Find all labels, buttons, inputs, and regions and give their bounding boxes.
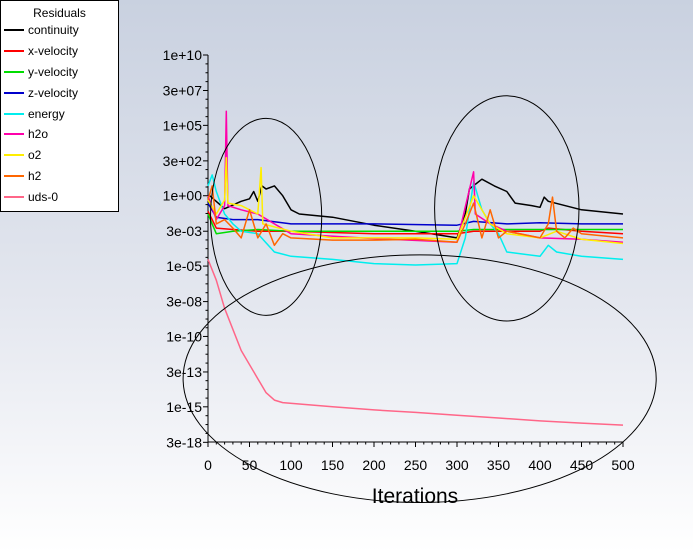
x-tick-label: 350 [487,457,511,473]
y-tick-label: 3e-18 [166,434,202,450]
legend-swatch [4,112,24,115]
legend-swatch [4,133,24,136]
series-line-z-velocity [207,202,623,226]
x-tick-label: 0 [204,457,212,473]
x-tick-label: 400 [528,457,552,473]
y-tick-label: 3e+07 [163,83,203,99]
legend-item-o2: o2 [1,145,118,166]
legend: Residuals continuity x-velocity y-velocity… [0,0,119,212]
x-tick-label: 300 [445,457,469,473]
x-tick-label: 150 [321,457,345,473]
legend-label: energy [28,106,65,121]
legend-item-x-velocity: x-velocity [1,41,118,62]
y-tick-label: 1e+05 [163,117,203,133]
legend-swatch [4,174,24,177]
legend-swatch [4,91,24,94]
legend-swatch [4,195,24,198]
series-line-h2 [207,185,624,247]
x-tick-label: 450 [570,457,594,473]
legend-label: x-velocity [28,44,79,59]
y-tick-label: 1e+00 [163,188,203,204]
legend-label: o2 [28,148,42,163]
legend-item-z-velocity: z-velocity [1,82,118,103]
legend-label: uds-0 [28,189,59,204]
chart-annotations [182,95,657,504]
y-tick-label: 3e-13 [166,364,202,380]
legend-swatch [4,70,24,73]
x-axis-label: Iterations [372,485,458,508]
legend-title: Residuals [33,6,86,20]
legend-label: y-velocity [28,64,79,79]
legend-item-energy: energy [1,103,118,124]
series-line-x-velocity [207,210,624,235]
series-line-uds-0 [207,259,624,426]
legend-label: z-velocity [28,85,79,100]
highlight-ellipse-2 [434,95,580,322]
y-tick-label: 1e-10 [166,328,202,344]
legend-item-h2o: h2o [1,124,118,145]
legend-label: h2o [28,127,49,142]
legend-label: h2 [28,168,42,183]
legend-swatch [4,154,24,157]
legend-item-y-velocity: y-velocity [1,62,118,83]
chart-axes: 1e+10 3e+07 1e+05 3e+02 1e+00 3e-03 1e-05 3e-08… [163,47,635,473]
chart-series [207,110,624,426]
x-tick-label: 250 [404,457,428,473]
legend-rows: continuity x-velocity y-velocity z-velocity… [1,20,118,207]
series-line-o2 [207,156,624,245]
series-line-y-velocity [207,213,623,235]
series-line-h2o [207,110,624,243]
highlight-ellipse-1 [209,117,323,316]
y-tick-label: 1e-15 [166,399,202,415]
legend-item-uds-0: uds-0 [1,186,118,207]
highlight-ellipse-3 [182,254,657,504]
y-tick-label: 3e-03 [166,223,202,239]
legend-swatch [4,29,24,32]
legend-label: continuity [28,23,79,38]
x-tick-label: 100 [279,457,303,473]
series-line-energy [207,174,624,266]
y-tick-label: 1e-05 [166,258,202,274]
legend-item-h2: h2 [1,166,118,187]
y-tick-label: 3e-08 [166,294,202,310]
y-tick-label: 1e+10 [163,47,203,63]
series-line-continuity [208,178,624,239]
x-tick-label: 200 [362,457,386,473]
legend-item-continuity: continuity [1,20,118,41]
legend-swatch [4,50,24,53]
y-tick-label: 3e+02 [163,153,203,169]
x-tick-label: 500 [611,457,635,473]
